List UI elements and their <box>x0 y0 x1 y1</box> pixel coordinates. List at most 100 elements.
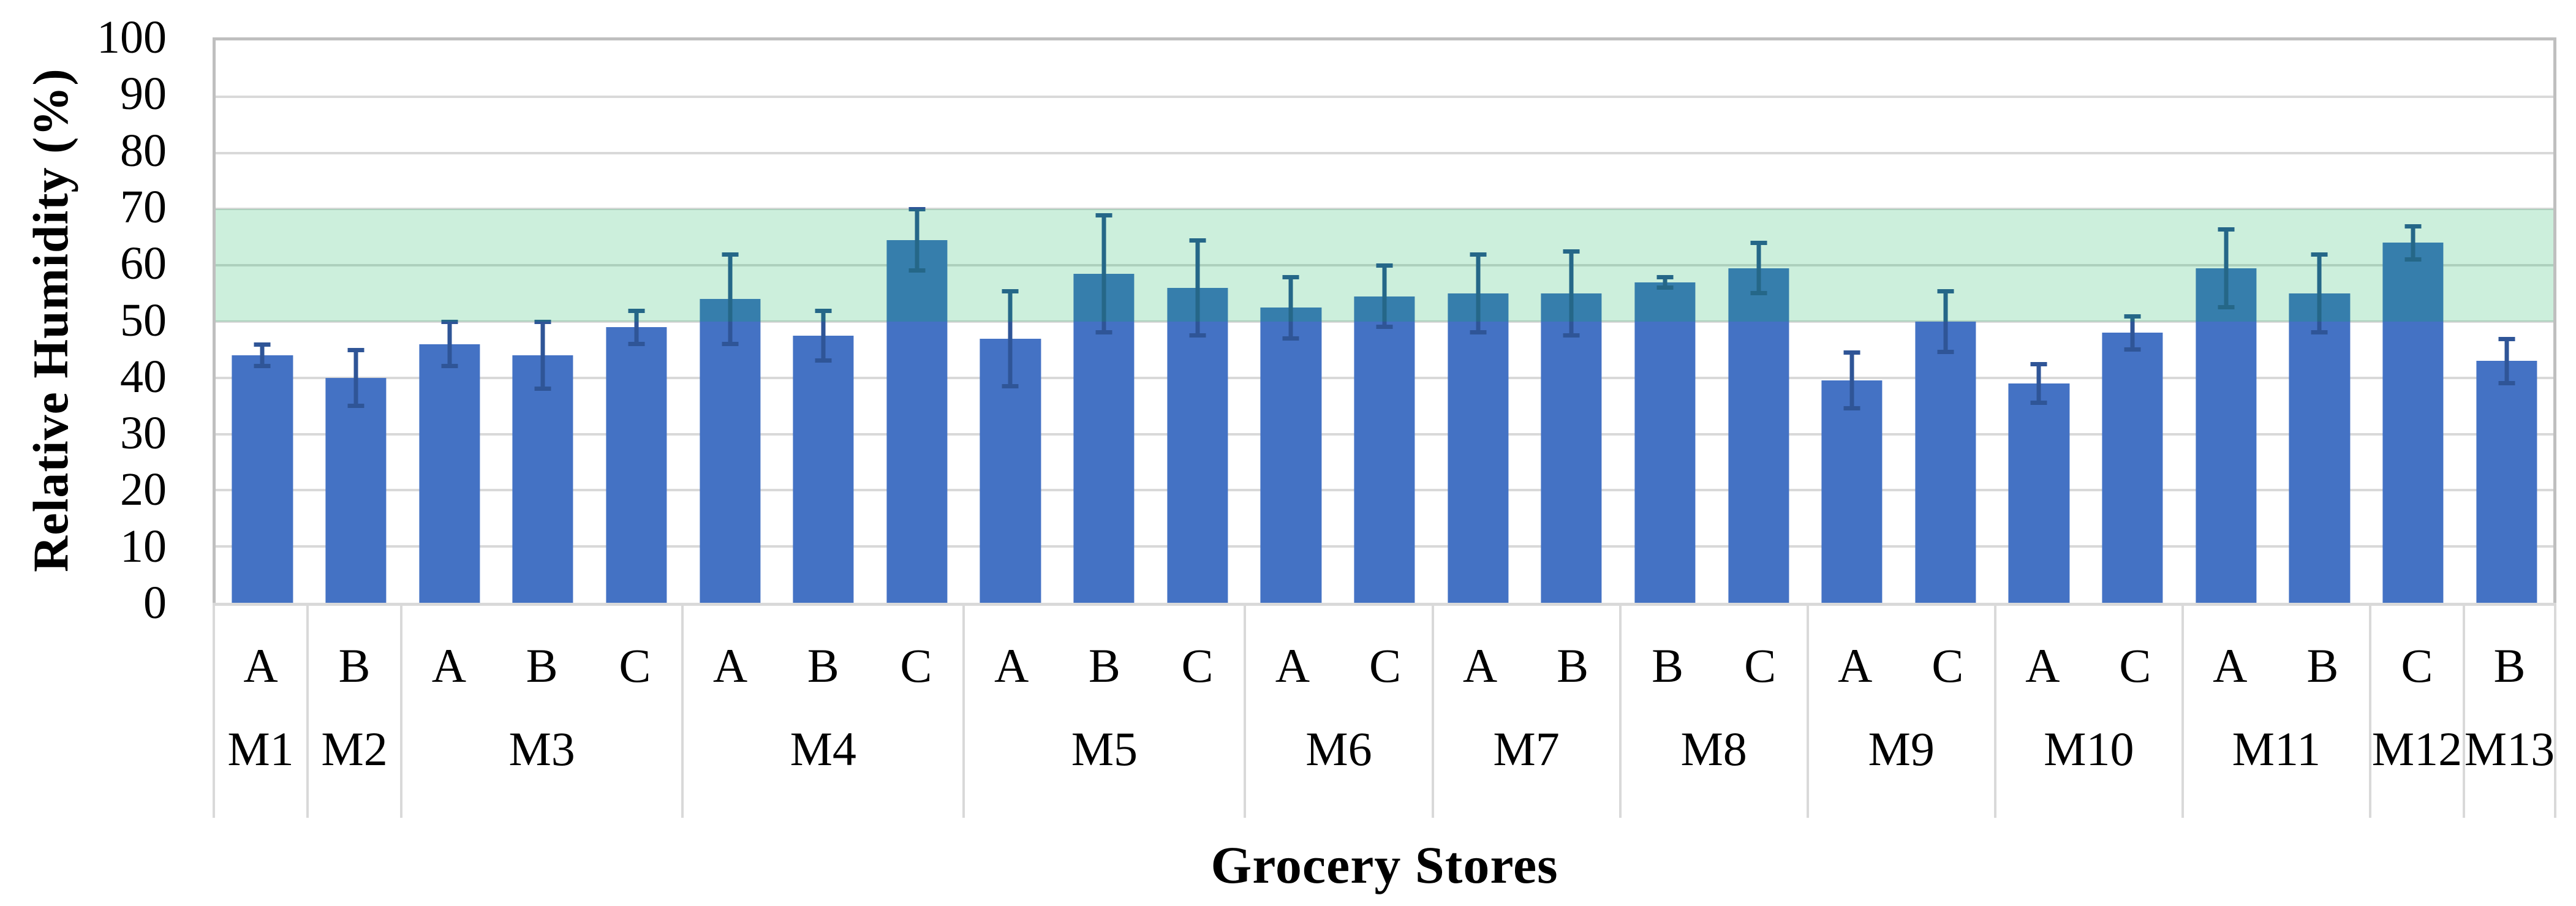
bar <box>886 240 948 603</box>
store-label: M9 <box>1868 722 1935 776</box>
bar <box>418 344 480 603</box>
error-bar-cap-top <box>1189 238 1206 243</box>
error-bar-cap-bottom <box>1470 330 1487 335</box>
sensor-label: C <box>2401 638 2433 692</box>
error-bar-cap-bottom <box>908 268 926 273</box>
error-bar-cap-bottom <box>722 341 738 346</box>
y-tick-label: 70 <box>120 181 167 233</box>
bar-slot <box>2273 40 2366 603</box>
error-bar-line <box>260 344 265 367</box>
error-bar-line <box>2411 225 2415 260</box>
bar-slot <box>1992 40 2086 603</box>
bar <box>2196 268 2257 603</box>
error-bar-cap-top <box>908 207 926 212</box>
y-tick-label: 80 <box>120 124 167 176</box>
x-axis-title: Grocery Stores <box>1211 836 1558 894</box>
bar-slot <box>496 40 590 603</box>
gridline <box>216 95 2553 98</box>
bar <box>1821 380 1883 603</box>
store-label: M2 <box>321 722 388 776</box>
sensor-letter-row: A <box>215 606 306 725</box>
plot-area <box>213 37 2556 603</box>
store-label: M1 <box>227 722 294 776</box>
error-bar-line <box>1849 352 1854 409</box>
error-bar-cap-bottom <box>1563 333 1580 338</box>
y-axis-tick-labels: 0 10 20 30 40 50 60 70 80 90 100 <box>0 14 167 626</box>
bar <box>1354 296 1415 603</box>
error-bar-cap-bottom <box>347 403 364 408</box>
sensor-letter-row: A B C <box>684 606 962 725</box>
error-bar-cap-bottom <box>441 364 458 369</box>
error-bar-cap-top <box>441 320 458 324</box>
error-bar-cap-top <box>1470 252 1487 257</box>
bar-slot <box>590 40 684 603</box>
error-bar-line <box>1008 290 1013 387</box>
bar-slot <box>870 40 964 603</box>
sensor-label: B <box>1557 638 1589 692</box>
bar-slot <box>777 40 871 603</box>
error-bar-cap-bottom <box>534 387 551 391</box>
error-bar-cap-top <box>722 252 738 257</box>
store-label: M10 <box>2044 722 2134 776</box>
error-bar-cap-top <box>2404 224 2422 228</box>
bar-slot <box>402 40 496 603</box>
sensor-label: A <box>994 638 1029 692</box>
error-bar-line <box>447 322 452 367</box>
y-tick-label: 100 <box>97 12 167 63</box>
error-bar-cap-bottom <box>1656 285 1674 290</box>
error-bar-cap-bottom <box>2218 305 2235 310</box>
store-label: M5 <box>1071 722 1138 776</box>
y-tick-label: 30 <box>120 407 167 459</box>
error-bar-cap-top <box>2030 361 2047 366</box>
sensor-label: B <box>1088 638 1120 692</box>
bar-slot <box>2086 40 2180 603</box>
error-bar-line <box>1476 254 1481 333</box>
y-tick-label: 0 <box>143 577 167 629</box>
sensor-label: A <box>712 638 748 692</box>
sensor-label: B <box>807 638 839 692</box>
error-bar-line <box>540 322 545 390</box>
bar-slot <box>2460 40 2553 603</box>
bar-slot <box>1244 40 1338 603</box>
error-bar-cap-bottom <box>254 364 271 369</box>
error-bar-line <box>1943 290 1948 353</box>
error-bar-cap-top <box>1095 213 1112 217</box>
error-bar-cap-bottom <box>2498 380 2515 385</box>
bar <box>232 355 293 603</box>
sensor-label: B <box>2306 638 2339 692</box>
y-tick-label: 10 <box>120 520 167 572</box>
error-bar-cap-bottom <box>1095 330 1112 335</box>
sensor-label: A <box>2213 638 2248 692</box>
bar <box>699 299 761 603</box>
bar <box>325 377 387 603</box>
error-bar-line <box>1756 243 1761 294</box>
store-group-cell: A C M9 <box>1806 606 1994 818</box>
bar <box>1448 293 1509 603</box>
bar <box>2289 293 2350 603</box>
bar-slot <box>309 40 403 603</box>
store-group-cell: A B M7 <box>1431 606 1619 818</box>
sensor-label: C <box>1932 638 1964 692</box>
sensor-label: C <box>1181 638 1214 692</box>
store-group-cell: B C M8 <box>1618 606 1807 818</box>
bar <box>1634 282 1696 603</box>
error-bar-cap-top <box>347 347 364 352</box>
sensor-label: A <box>1462 638 1498 692</box>
bar-slot <box>964 40 1057 603</box>
error-bar-cap-top <box>1563 249 1580 254</box>
sensor-label: B <box>526 638 558 692</box>
bar-slot <box>683 40 777 603</box>
store-group-cell: C M12 <box>2368 606 2463 818</box>
store-group-cell: A C M10 <box>1993 606 2181 818</box>
error-bar-cap-top <box>1843 350 1860 355</box>
store-group-cell: A M1 <box>213 606 306 818</box>
error-bar-cap-bottom <box>2311 330 2328 335</box>
x-axis-category-table: A M1 B M2 A B C M3 A B C M4 A B C M5 A C M6 A B M7 B C M8 A C M9 A C M… <box>213 603 2556 818</box>
error-bar-line <box>2130 315 2135 350</box>
y-tick-label: 60 <box>120 238 167 290</box>
store-group-cell: A B C M3 <box>400 606 681 818</box>
